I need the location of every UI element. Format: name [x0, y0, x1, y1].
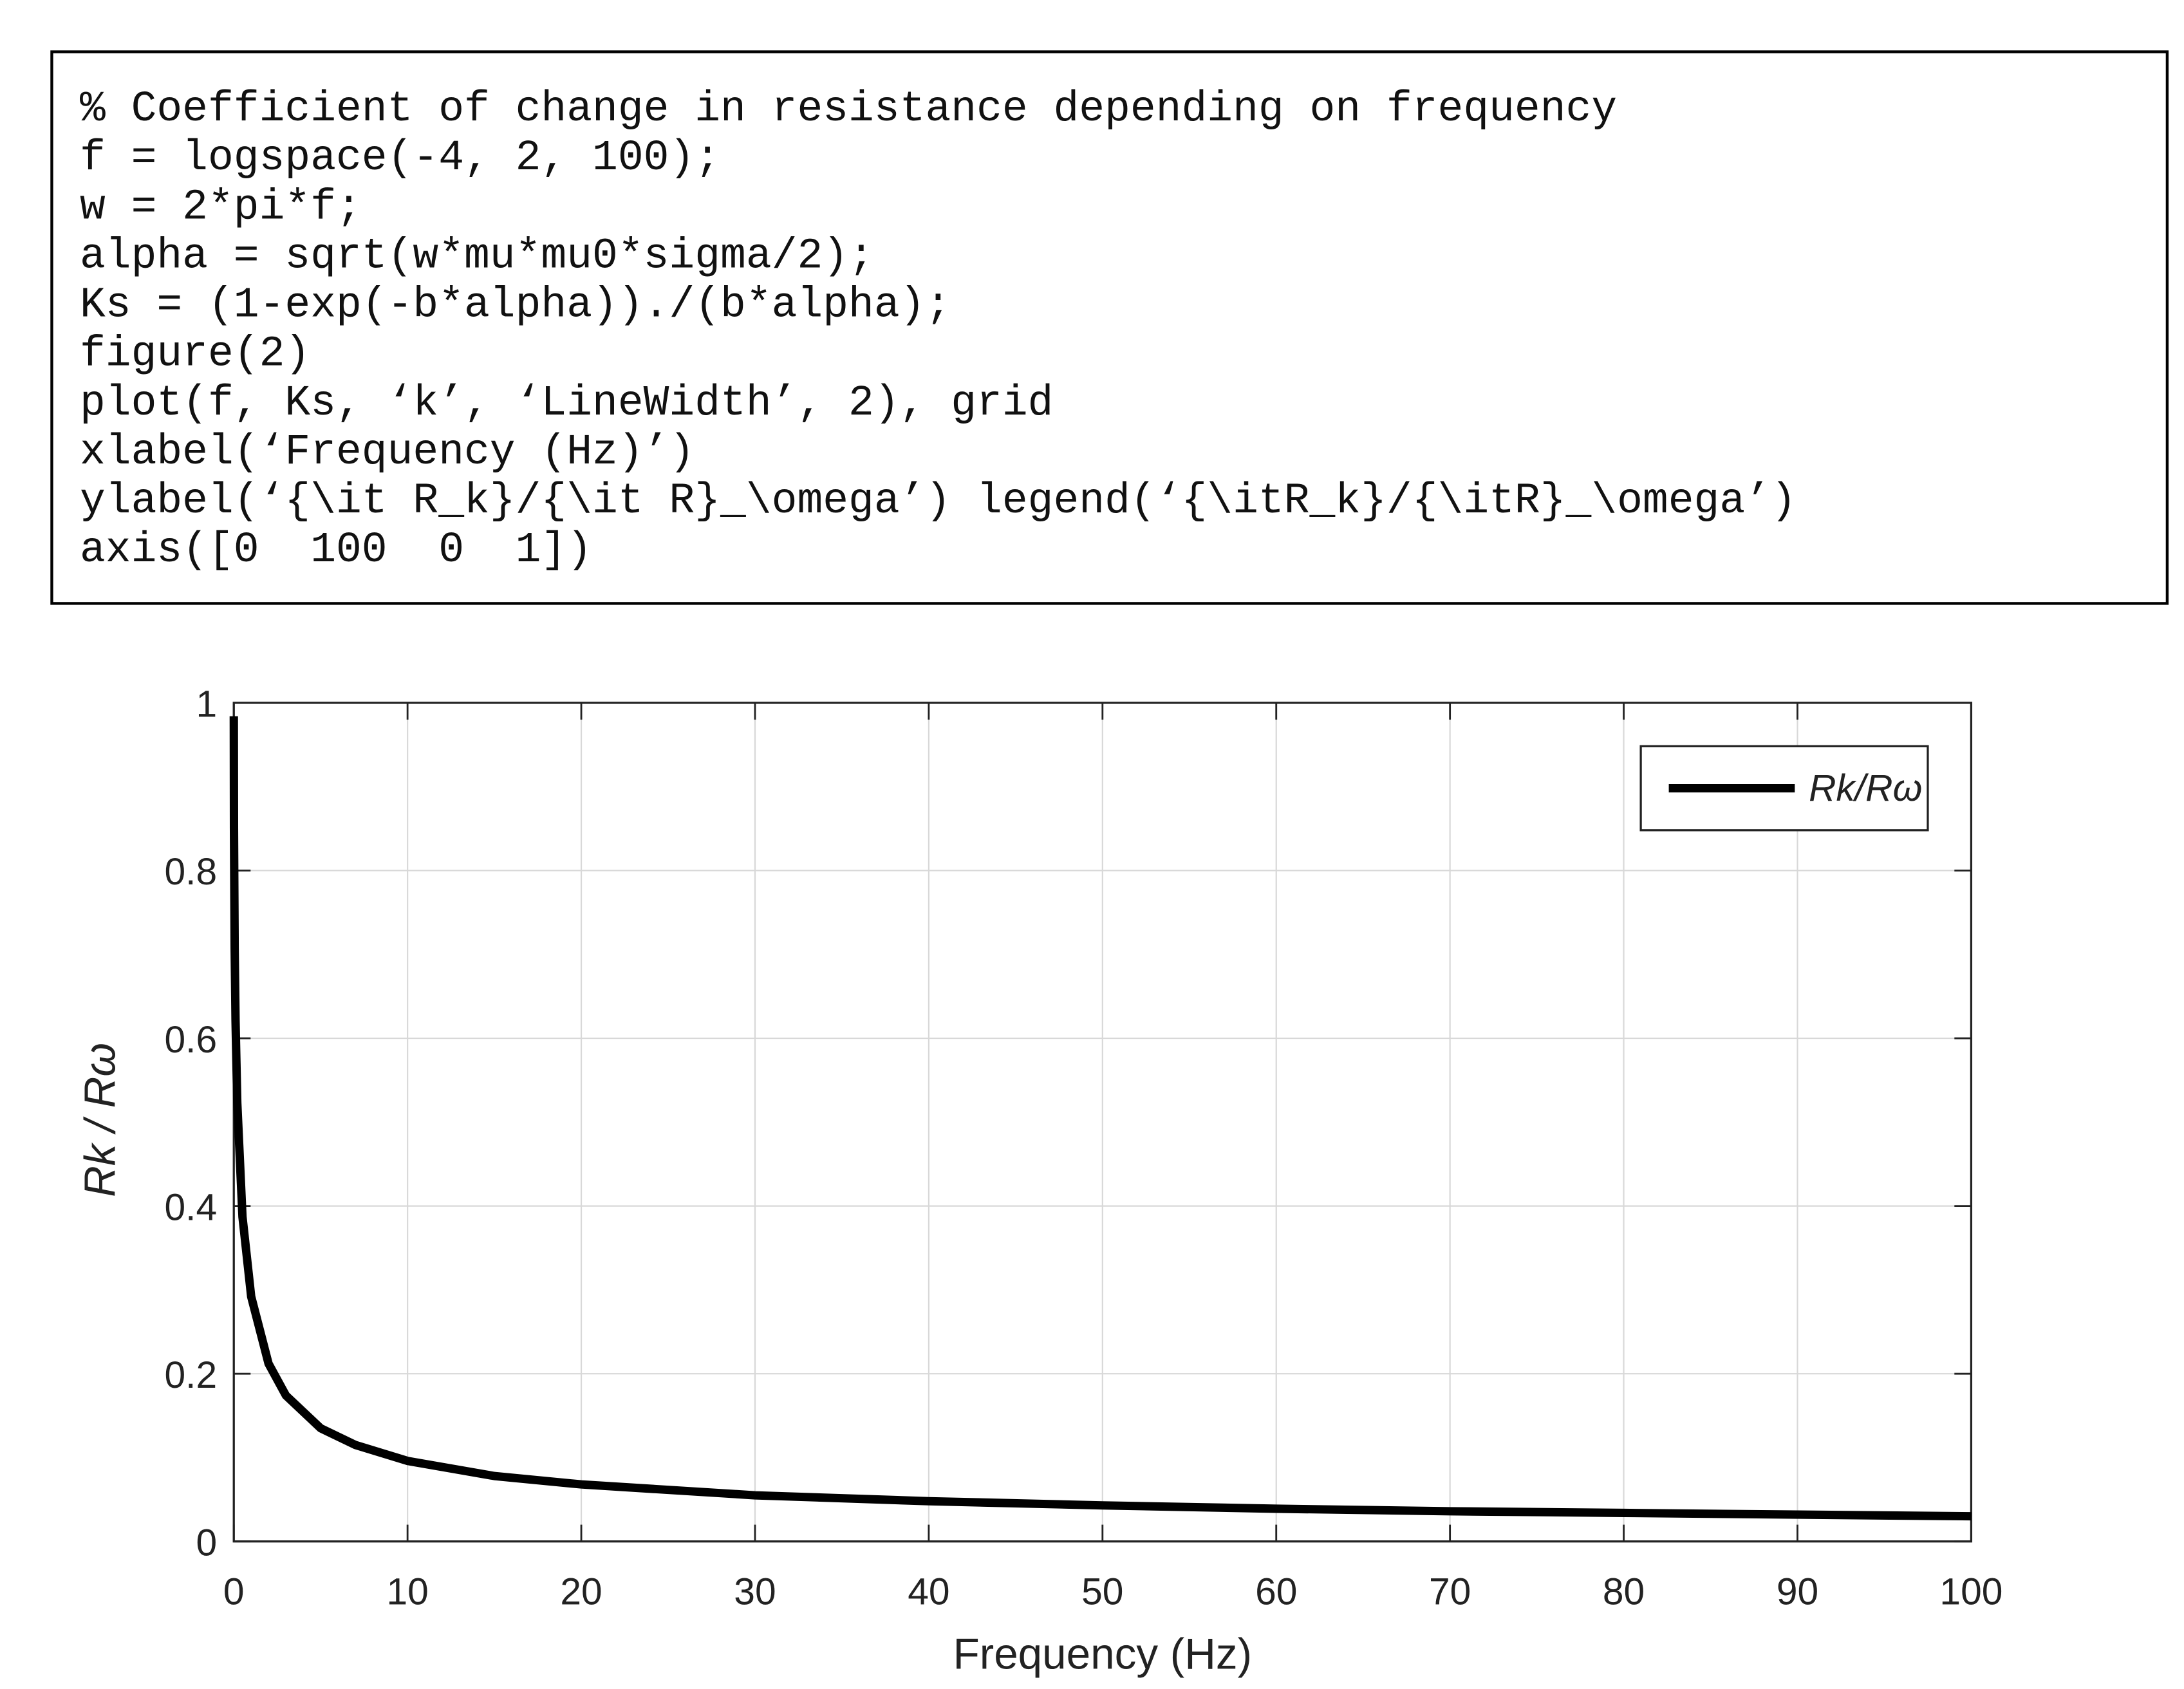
code-line: Ks = (1-exp(-b*alpha))./(b*alpha); [80, 281, 951, 330]
code-line: ylabel(‘{\it R_k}/{\it R}_\omega’) legen… [80, 477, 1797, 525]
code-line: axis([0 100 0 1]) [80, 526, 592, 574]
x-tick-label: 10 [386, 1571, 428, 1613]
x-tick-label: 40 [908, 1571, 949, 1613]
y-tick-label: 0.4 [164, 1186, 217, 1228]
y-axis-label: Rk / Rω [76, 1043, 124, 1197]
code-line: alpha = sqrt(w*mu*mu0*sigma/2); [80, 232, 874, 280]
x-tick-label: 30 [734, 1571, 776, 1613]
x-tick-label: 80 [1603, 1571, 1645, 1613]
code-box [50, 50, 2169, 605]
y-tick-label: 0.6 [164, 1019, 217, 1061]
code-line: w = 2*pi*f; [80, 183, 362, 231]
code-line: f = logspace(-4, 2, 100); [80, 134, 720, 182]
legend: Rk/Rω [1639, 745, 1929, 832]
code-line: plot(f, Ks, ‘k’, ‘LineWidth’, 2), grid [80, 379, 1054, 427]
axes-frame [232, 702, 1973, 1543]
x-tick-label: 100 [1939, 1571, 2002, 1613]
legend-label: Rk/Rω [1809, 767, 1922, 809]
y-tick-label: 1 [196, 684, 217, 725]
code-line: xlabel(‘Frequency (Hz)’) [80, 428, 695, 476]
y-tick-label: 0.2 [164, 1354, 217, 1396]
code-line: figure(2) [80, 330, 310, 378]
x-tick-label: 70 [1429, 1571, 1471, 1613]
data-line [229, 716, 1972, 1521]
x-tick-label: 90 [1777, 1571, 1818, 1613]
x-tick-label: 60 [1255, 1571, 1297, 1613]
code-line: % Coefficient of change in resistance de… [80, 85, 1617, 133]
x-axis-label: Frequency (Hz) [953, 1630, 1252, 1679]
y-tick-label: 0 [196, 1522, 217, 1563]
code-block: % Coefficient of change in resistance de… [80, 85, 1797, 574]
x-tick-label: 20 [560, 1571, 602, 1613]
x-tick-label: 50 [1081, 1571, 1123, 1613]
x-tick-label: 0 [223, 1571, 245, 1613]
y-tick-label: 0.8 [164, 851, 217, 893]
chart: 0 10 20 30 40 50 60 70 80 90 100 0 0.2 0.4 0.6 0.8 1 Freq… [76, 684, 2002, 1679]
